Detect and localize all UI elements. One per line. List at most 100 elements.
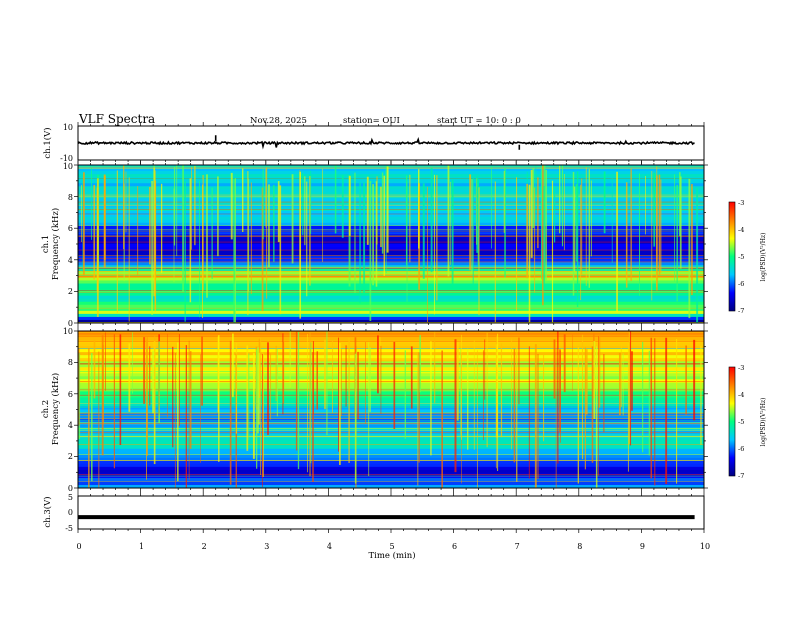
spectrogram-row [78,358,704,362]
spectrogram-row [78,352,704,356]
spectrogram-row [78,213,704,218]
ch1-freq-tick-2: 2 [68,287,73,296]
spectrogram-row [78,298,704,303]
spectrogram-row [78,349,704,353]
spectrogram-row [78,331,704,335]
start-time-label: start UT = 10: 0 : 0 [437,116,521,126]
ch2-freq-axis-label: Frequency (kHz) [50,373,61,445]
ch1-freq-tick-0: 0 [68,319,73,328]
spectrogram-row [78,168,704,172]
spectrogram-row [78,478,704,483]
ch1-freq-tick-6: 6 [68,224,73,233]
time-tick-6: 6 [452,542,457,551]
spectrogram-row [78,451,704,456]
ch1-wave-ylabel: ch.1(V) [42,127,53,158]
ch1-cb-tick-m3: -3 [738,199,744,207]
spectrogram-row [78,412,704,417]
spectrogram-row [78,355,704,359]
ch3-ytick-mid: 0 [68,508,73,517]
ch2-cb-tick-m4: -4 [738,391,744,399]
ch1-colorbar-scale [728,201,736,312]
ch1-cb-tick-m7: -7 [738,307,744,315]
ch2-cb-tick-m5: -5 [738,418,744,426]
spectrogram-row [78,484,704,488]
spectrogram-row [78,364,704,368]
spectrogram-row [78,256,704,260]
time-axis-tick-labels: 0 1 2 3 4 5 6 7 8 9 10 [76,542,710,551]
ch2-freq-tick-labels: 0 2 4 6 8 10 [63,327,73,493]
spectrogram-row [78,406,704,411]
spectrogram-row [78,280,704,285]
spectrogram-row [78,385,704,389]
station-label: station= OUI [343,116,400,126]
ch2-colorbar-label: log(PSD)(V²/Hz) [760,398,767,447]
spectrogram-row [78,253,704,257]
spectrogram-row [78,210,704,215]
ch2-freq-tick-6: 6 [68,390,73,399]
spectrogram-row [78,436,704,441]
spectrogram-row [78,283,704,288]
spectrogram-row [78,343,704,347]
spectrogram-row [78,391,704,396]
spectrogram-row [78,481,704,486]
time-tick-4: 4 [327,542,332,551]
ch2-colorbar-scale [728,366,736,477]
ch1-freq-tick-labels: 0 2 4 6 8 10 [63,162,73,328]
ch2-spectrogram-panel: 0 2 4 6 8 10 ch.2 Frequency (kHz) -3 -4 … [41,327,767,493]
spectrogram-row [78,454,704,459]
ch1-ytick-bottom: -10 [60,154,73,163]
time-tick-9: 9 [640,542,645,551]
spectrogram-row [78,183,704,187]
ch1-spectrogram-image [78,165,704,323]
spectrogram-row [78,409,704,414]
time-tick-8: 8 [577,542,582,551]
spectrogram-row [78,180,704,184]
spectrogram-row [78,337,704,341]
spectrogram-row [78,259,704,263]
spectrogram-row [78,310,704,315]
ch1-cb-tick-m4: -4 [738,226,744,234]
spectrogram-row [78,418,704,423]
ch2-freq-tick-2: 2 [68,452,73,461]
ch1-cb-tick-m5: -5 [738,253,744,261]
spectrogram-row [78,334,704,338]
spectrogram-row [78,424,704,429]
ch1-freq-tick-10: 10 [63,162,73,171]
ch2-freq-tick-4: 4 [68,421,73,430]
spectrogram-row [78,186,704,190]
ch1-waveform-panel: 10 -10 ch.1(V) [42,122,705,164]
spectrogram-row [78,201,704,206]
ch2-spectrogram-ticks [74,327,708,492]
ch3-waveform-panel: 5 0 -5 ch.3(V) [42,492,705,533]
spectrogram-row [78,198,704,203]
ch3-wave-ylabel: ch.3(V) [42,496,53,527]
spectrogram-row [78,445,704,450]
spectrogram-row [78,222,704,227]
spectrogram-row [78,250,704,254]
spectrogram-row [78,274,704,279]
ch1-cb-tick-m6: -6 [738,280,744,288]
spectrogram-row [78,292,704,297]
ch1-spectrogram-ticks [74,161,708,327]
spectrogram-row [78,192,704,196]
spectrogram-row [78,304,704,309]
ch2-cb-tick-m6: -6 [738,445,744,453]
time-tick-2: 2 [202,542,207,551]
ch2-colorbar: -3 -4 -5 -6 -7 log(PSD)(V²/Hz) [728,364,767,480]
time-tick-0: 0 [76,542,81,551]
ch1-colorbar-label: log(PSD)(V²/Hz) [760,233,767,282]
spectrogram-row [78,316,704,321]
ch2-spectrogram-image [78,331,704,488]
spectrogram-row [78,448,704,453]
time-tick-7: 7 [515,542,520,551]
ch1-spec-ylabel: ch.1 [41,235,51,253]
spectrogram-row [78,460,704,465]
spectrogram-row [78,463,704,468]
ch1-ytick-top: 10 [63,123,73,132]
spectrogram-row [78,466,704,471]
spectrogram-row [78,171,704,175]
ch1-freq-tick-8: 8 [68,193,73,202]
figure-title: VLF Spectra [78,112,155,126]
spectrogram-row [78,216,704,221]
